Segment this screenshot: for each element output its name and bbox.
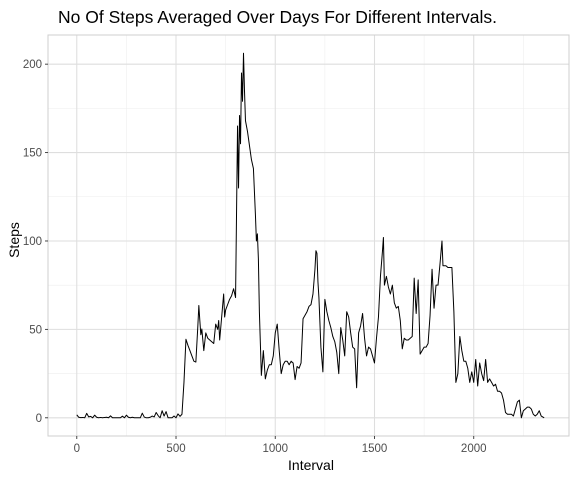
axis-tick-labels: 0 500 1000 1500 2000 0 50 100 150 200 — [23, 59, 487, 455]
y-tick-label: 0 — [36, 413, 42, 425]
major-grid — [48, 35, 569, 436]
steps-series-line — [76, 52, 545, 419]
x-tick-label: 0 — [74, 443, 80, 455]
chart-title: No Of Steps Averaged Over Days For Diffe… — [58, 7, 497, 27]
y-axis-title: Steps — [6, 222, 22, 258]
x-tick-label: 1000 — [262, 443, 288, 455]
x-tick-label: 1500 — [362, 443, 388, 455]
minor-grid — [48, 35, 569, 436]
panel-border — [47, 34, 570, 437]
x-axis-title: Interval — [288, 457, 334, 473]
y-tick-label: 100 — [23, 236, 42, 248]
y-tick-label: 150 — [23, 148, 42, 160]
x-tick-label: 500 — [166, 443, 185, 455]
y-tick-label: 50 — [29, 324, 42, 336]
axis-ticks — [45, 63, 475, 439]
x-tick-label: 2000 — [461, 443, 487, 455]
y-tick-label: 200 — [23, 59, 42, 71]
